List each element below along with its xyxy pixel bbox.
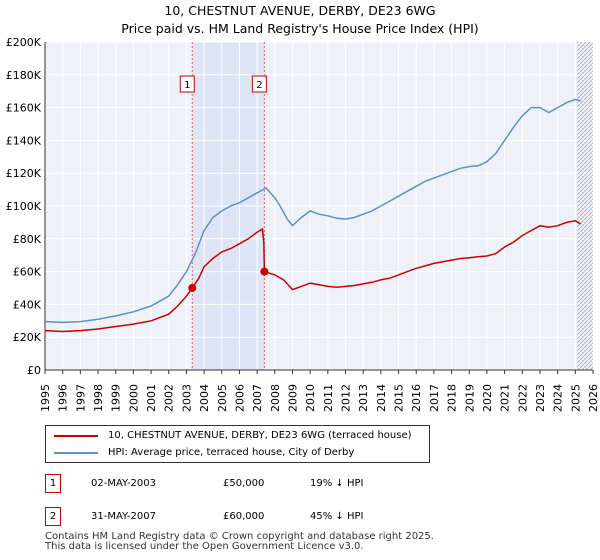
sale-point-1: [188, 284, 197, 292]
y-tick-label: £100K: [6, 200, 42, 213]
legend-label-hpi: HPI: Average price, terraced house, City…: [108, 447, 355, 458]
x-tick-label: 2004: [198, 384, 211, 412]
legend-item-hpi: HPI: Average price, terraced house, City…: [54, 445, 354, 461]
footer-line-1: Contains HM Land Registry data © Crown c…: [45, 531, 434, 542]
x-tick-label: 2000: [127, 384, 140, 412]
x-tick-label: 2022: [516, 384, 529, 412]
x-tick-label: 2026: [587, 384, 600, 412]
x-tick-label: 2021: [499, 384, 512, 412]
sale-row-2: 2 31-MAY-2007 £60,000 45% ↓ HPI: [45, 507, 445, 527]
sale-badge-1: 1: [45, 474, 61, 493]
footer-line-2: This data is licensed under the Open Gov…: [45, 541, 364, 552]
x-tick-label: 2025: [569, 384, 582, 412]
y-tick-label: £80K: [13, 233, 42, 246]
y-tick-label: £120K: [6, 167, 42, 180]
sale-date-1: 02-MAY-2003: [91, 478, 157, 489]
x-tick-label: 2016: [410, 384, 423, 412]
x-tick-label: 2018: [446, 384, 459, 412]
y-tick-label: £180K: [6, 69, 42, 82]
sale-price-2: £60,000: [223, 511, 265, 522]
legend: 10, CHESTNUT AVENUE, DERBY, DE23 6WG (te…: [45, 425, 430, 463]
sale-price-1: £50,000: [223, 478, 265, 489]
legend-swatch-hpi: [54, 452, 98, 454]
x-tick-label: 2006: [233, 384, 246, 412]
x-tick-label: 2012: [340, 384, 353, 412]
x-tick-label: 2011: [322, 384, 335, 412]
chart-title-block: 10, CHESTNUT AVENUE, DERBY, DE23 6WG Pri…: [0, 2, 600, 38]
annotation-box-1: [179, 75, 195, 93]
y-tick-label: £160K: [6, 102, 42, 115]
x-tick-label: 2019: [463, 384, 476, 412]
sale-point-2: [260, 267, 269, 276]
x-tick-label: 2014: [375, 384, 388, 412]
legend-label-property: 10, CHESTNUT AVENUE, DERBY, DE23 6WG (te…: [108, 430, 412, 441]
x-tick-label: 2015: [393, 384, 406, 412]
sale-hpi-2: 45% ↓ HPI: [310, 511, 364, 522]
y-tick-label: £0: [27, 364, 41, 377]
y-tick-label: £200K: [6, 36, 42, 49]
annotation-box-2: [251, 75, 267, 93]
price-chart: £0 £20K £40K £60K £80K £100K £120K £140K £160K £1…: [6, 36, 600, 412]
x-tick-label: 2002: [163, 384, 176, 412]
sale-date-2: 31-MAY-2007: [91, 511, 157, 522]
x-tick-label: 2024: [552, 384, 565, 412]
x-tick-label: 1998: [92, 384, 105, 412]
footer: Contains HM Land Registry data © Crown c…: [45, 532, 434, 552]
property-price-line: [44, 220, 581, 333]
hpi-line: [44, 98, 581, 324]
x-tick-label: 2001: [145, 384, 158, 412]
sale-hpi-1: 19% ↓ HPI: [310, 478, 364, 489]
sale-badge-2: 2: [45, 507, 61, 526]
forecast-hatch: [577, 42, 593, 370]
x-tick-label: 2013: [357, 384, 370, 412]
y-tick-label: £20K: [13, 331, 42, 344]
x-tick-label: 2023: [534, 384, 547, 412]
legend-item-property: 10, CHESTNUT AVENUE, DERBY, DE23 6WG (te…: [54, 428, 412, 444]
chart-subtitle: Price paid vs. HM Land Registry's House …: [121, 21, 479, 36]
x-tick-label: 2007: [251, 384, 264, 412]
annotation-label-1: 1: [184, 80, 190, 91]
x-tick-label: 2008: [269, 384, 282, 412]
annotation-label-2: 2: [256, 80, 262, 91]
x-tick-label: 2009: [286, 384, 299, 412]
y-tick-label: £140K: [6, 134, 42, 147]
y-tick-label: £40K: [13, 298, 42, 311]
x-tick-label: 2005: [216, 384, 229, 412]
x-tick-label: 2020: [481, 384, 494, 412]
sale-row-1: 1 02-MAY-2003 £50,000 19% ↓ HPI: [45, 474, 445, 494]
x-tick-label: 1997: [74, 384, 87, 412]
x-tick-label: 1995: [39, 384, 52, 412]
x-tick-label: 2003: [180, 384, 193, 412]
legend-swatch-property: [54, 435, 98, 437]
chart-title: 10, CHESTNUT AVENUE, DERBY, DE23 6WG: [164, 3, 436, 18]
x-tick-label: 1999: [110, 384, 123, 412]
y-tick-label: £60K: [13, 266, 42, 279]
x-tick-label: 2010: [304, 384, 317, 412]
x-tick-label: 1996: [57, 384, 70, 412]
x-tick-label: 2017: [428, 384, 441, 412]
